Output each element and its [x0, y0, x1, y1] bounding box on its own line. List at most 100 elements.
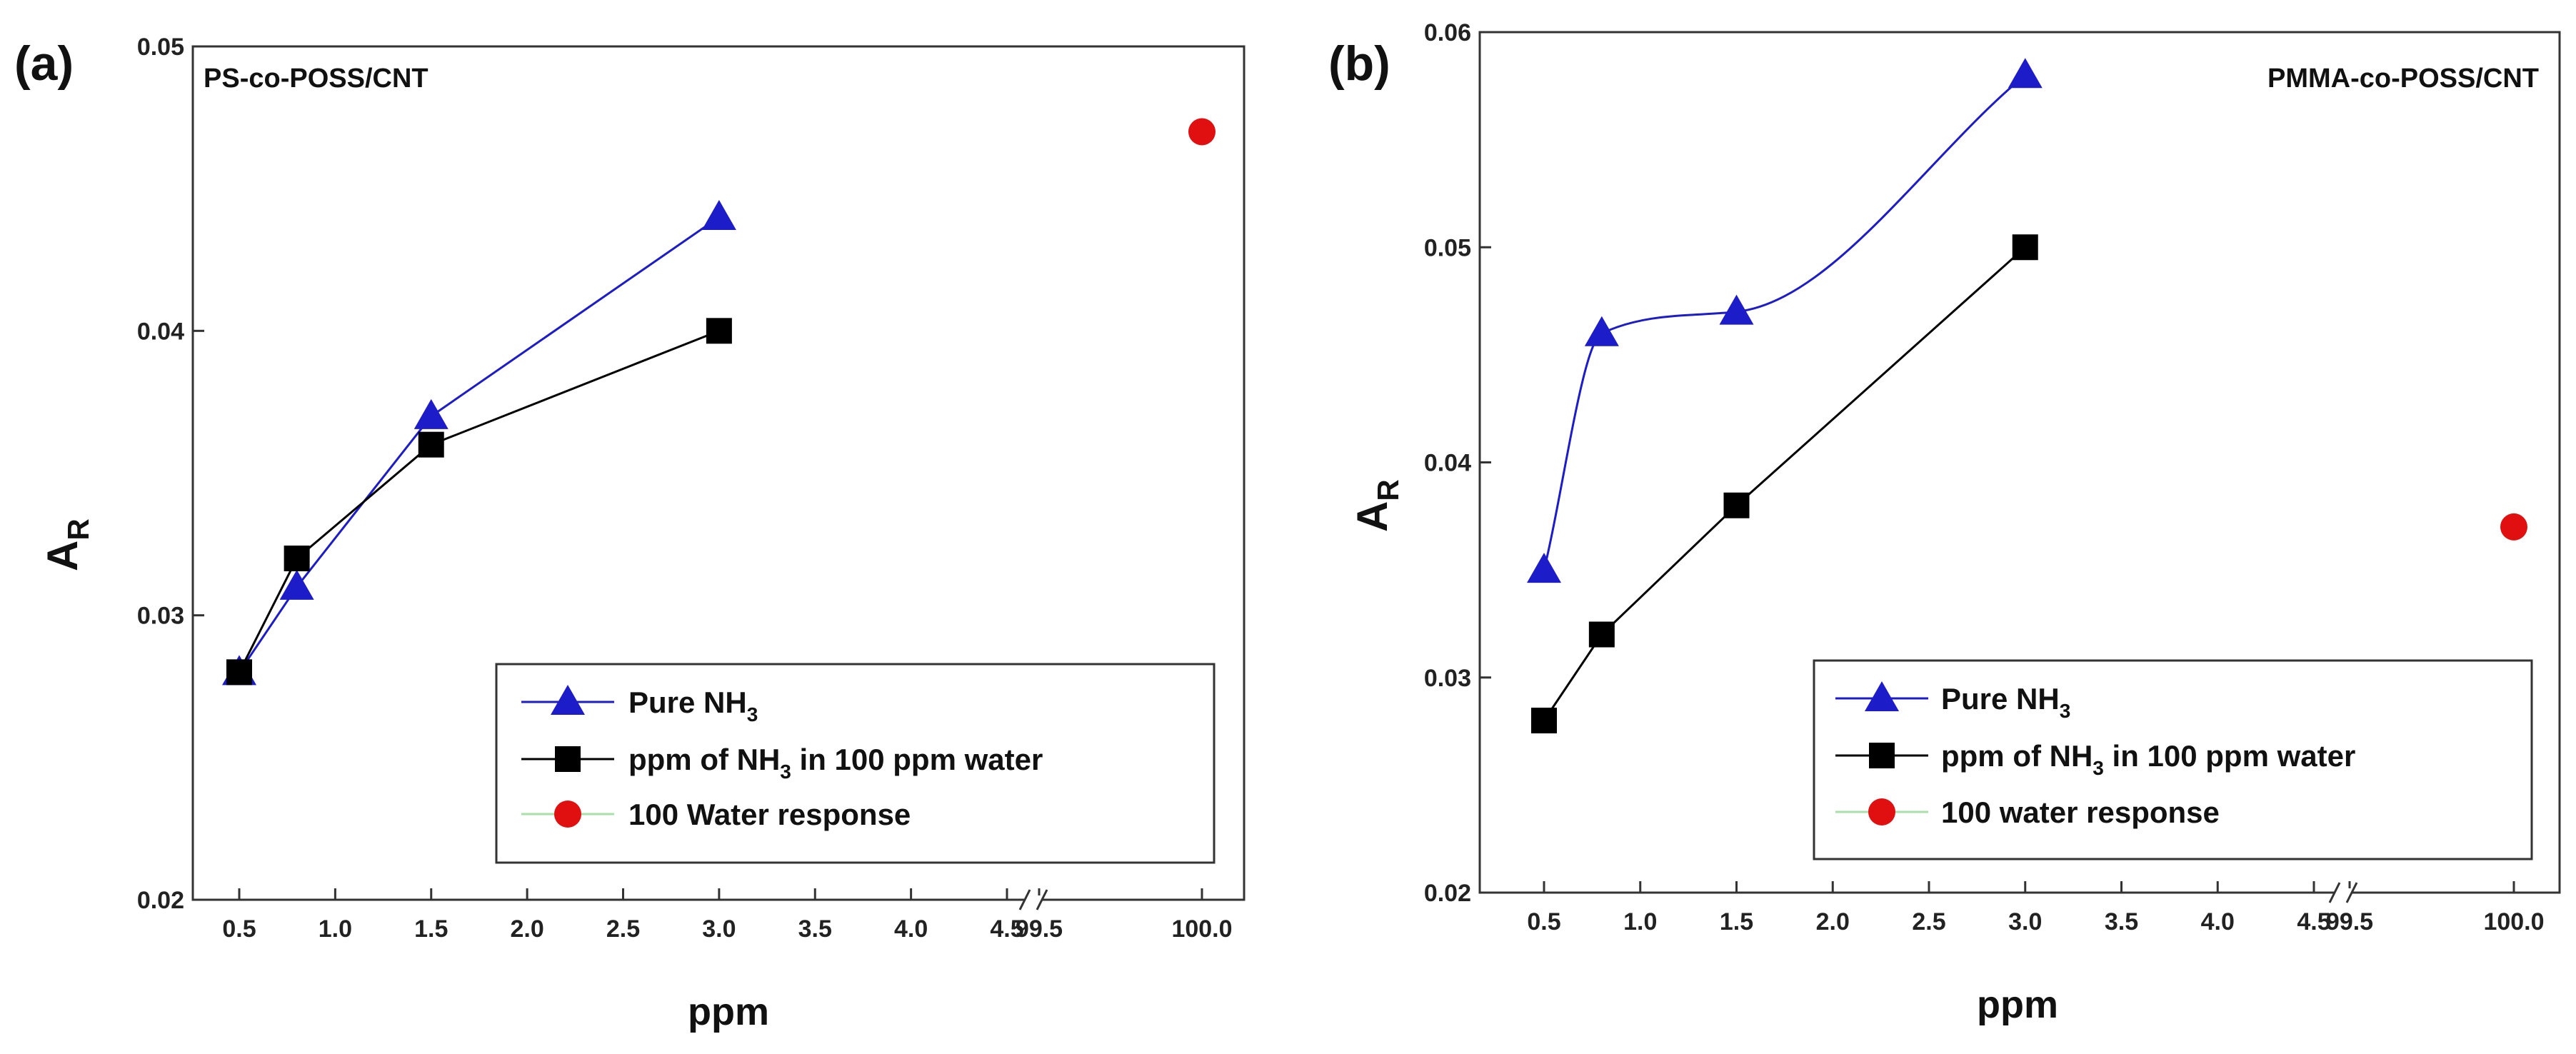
data-point [2008, 58, 2043, 89]
legend-label: 100 Water response [628, 798, 911, 831]
legend-marker [1868, 798, 1895, 825]
series-1 [1531, 234, 2038, 733]
x-axis-title: ppm [688, 990, 769, 1033]
legend-label-rest: in 100 ppm water [791, 743, 1043, 776]
legend-label: Pure NH3 [628, 686, 758, 726]
y-tick-label: 0.06 [1424, 19, 1471, 46]
data-point [284, 546, 310, 571]
legend-box [1813, 659, 2533, 860]
panel-label: (b) [1328, 36, 1390, 91]
x-tick-label: 1.5 [1720, 908, 1753, 935]
x-tick-label: 3.0 [2008, 908, 2042, 935]
panel-label: (a) [14, 36, 74, 91]
plot-area: 0.02 0.03 0.04 0.05 0.06 0.5 1.0 1.5 2.0 2.5 3.0 3.… [1424, 19, 2545, 935]
legend-label-sub: 3 [780, 761, 791, 783]
data-point [706, 318, 732, 344]
legend-label-main: ppm of NH [628, 743, 780, 776]
x-tick-label: 4.5 [990, 915, 1023, 943]
x-tick-label: 2.5 [1912, 908, 1945, 935]
y-tick-label: 0.04 [137, 318, 184, 345]
legend-label-main: ppm of NH [1941, 739, 2093, 773]
data-point [1588, 621, 1615, 648]
data-point [414, 398, 448, 429]
axis-break-mark [1018, 889, 1031, 910]
axis-break-mark [1036, 889, 1048, 910]
x-tick-label: 4.0 [2201, 908, 2235, 935]
series-line [1543, 246, 2026, 721]
x-tick-label: 4.0 [894, 915, 928, 943]
series-0 [1527, 58, 2043, 583]
legend-label-sub: 3 [2060, 700, 2071, 722]
y-tick-label: 0.05 [1424, 234, 1471, 261]
legend-label-rest: in 100 ppm water [2104, 739, 2355, 773]
data-point [1719, 294, 1754, 325]
data-point [1188, 118, 1216, 146]
data-point [226, 659, 252, 686]
x-tick-label: 1.0 [319, 915, 352, 943]
x-tick-label: 99.5 [2326, 908, 2373, 935]
x-axis-title: ppm [1977, 983, 2058, 1026]
x-tick-label: 100.0 [2483, 908, 2544, 935]
series-2 [2500, 513, 2527, 541]
data-point [1531, 708, 1557, 733]
legend-label-main: Pure NH [628, 686, 747, 719]
y-axis-title: AR [1348, 479, 1405, 532]
legend-label-main: 100 Water response [628, 798, 911, 831]
x-tick-label: 2.0 [1816, 908, 1850, 935]
data-point [2500, 513, 2527, 541]
y-tick-label: 0.03 [137, 603, 184, 630]
legend-label-main: Pure NH [1941, 682, 2060, 716]
x-tick-label: 3.0 [702, 915, 736, 943]
y-tick-label: 0.03 [1424, 665, 1471, 692]
legend-label-sub: 3 [2093, 757, 2104, 779]
data-point [2012, 234, 2038, 261]
legend-label: ppm of NH3 in 100 ppm water [628, 743, 1043, 783]
y-axis-title-main: A [1348, 501, 1396, 532]
data-point [279, 569, 314, 600]
series-0 [222, 200, 736, 686]
y-axis-title-sub: R [1371, 479, 1405, 501]
x-tick-label: 3.5 [2105, 908, 2138, 935]
chart-title: PS-co-POSS/CNT [204, 64, 429, 94]
x-tick-label: 2.5 [606, 915, 640, 943]
x-tick-label: 1.0 [1623, 908, 1657, 935]
legend-label-sub: 3 [747, 703, 758, 726]
x-tick-label: 0.5 [1527, 908, 1560, 935]
y-tick-label: 0.05 [137, 34, 184, 61]
data-point [1527, 553, 1561, 583]
y-axis-title-main: A [39, 541, 86, 571]
y-axis-title: AR [39, 518, 95, 571]
y-tick-label: 0.04 [1424, 450, 1471, 477]
legend-label: ppm of NH3 in 100 ppm water [1941, 739, 2355, 779]
series-line [1543, 74, 2026, 571]
x-tick-label: 0.5 [222, 915, 256, 943]
legend-box [495, 663, 1216, 864]
plot-area: 0.02 0.03 0.04 0.05 0.5 1.0 1.5 2.0 2.5 3.0 3.5 4.0… [137, 34, 1233, 943]
y-tick-label: 0.02 [1424, 880, 1471, 907]
chart-title: PMMA-co-POSS/CNT [2267, 64, 2539, 94]
data-point [1584, 316, 1619, 346]
y-axis-title-sub: R [61, 518, 95, 540]
axis-break-mark [2345, 882, 2358, 903]
legend-marker [1865, 681, 1899, 711]
legend-label: 100 water response [1941, 795, 2220, 829]
legend-label-main: 100 water response [1941, 795, 2220, 829]
x-tick-label: 1.5 [414, 915, 448, 943]
legend-marker [554, 800, 581, 828]
axis-break-gap [2335, 888, 2352, 897]
panel-b: (b) PMMA-co-POSS/CNT AR ppm Pure NH3ppm … [1328, 19, 2561, 1026]
legend-marker [555, 746, 581, 772]
data-point [1723, 492, 1750, 518]
series-2 [1188, 118, 1216, 146]
data-point [418, 431, 444, 458]
data-point [701, 200, 736, 230]
series-line [238, 329, 720, 673]
axis-break-mark [2328, 882, 2341, 903]
x-tick-label: 100.0 [1171, 915, 1232, 943]
axis-break-gap [1026, 895, 1043, 904]
legend-marker [1869, 743, 1895, 768]
